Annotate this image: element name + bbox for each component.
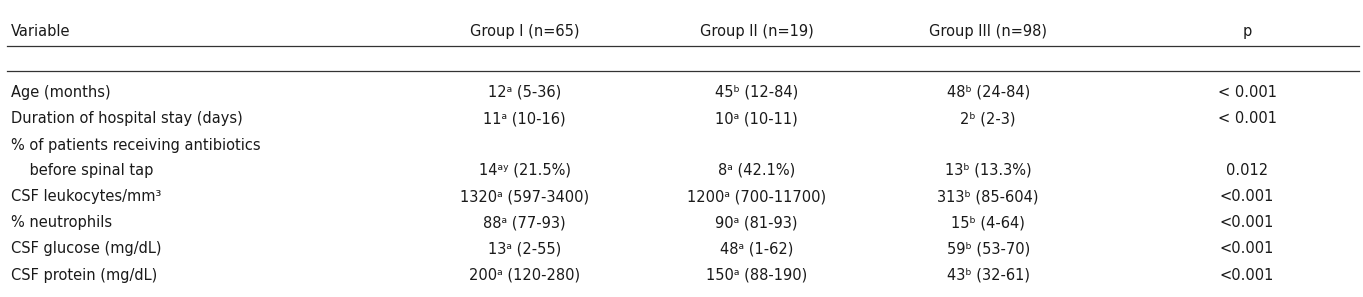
Text: CSF protein (mg/dL): CSF protein (mg/dL) bbox=[11, 268, 157, 283]
Text: 45ᵇ (12-84): 45ᵇ (12-84) bbox=[714, 85, 799, 99]
Text: 150ᵃ (88-190): 150ᵃ (88-190) bbox=[706, 268, 807, 283]
Text: Variable: Variable bbox=[11, 24, 71, 39]
Text: < 0.001: < 0.001 bbox=[1217, 85, 1277, 99]
Text: CSF leukocytes/mm³: CSF leukocytes/mm³ bbox=[11, 189, 161, 204]
Text: 1320ᵃ (597-3400): 1320ᵃ (597-3400) bbox=[461, 189, 589, 204]
Text: 10ᵃ (10-11): 10ᵃ (10-11) bbox=[716, 111, 797, 126]
Text: Group I (n=65): Group I (n=65) bbox=[470, 24, 579, 39]
Text: % of patients receiving antibiotics: % of patients receiving antibiotics bbox=[11, 138, 260, 153]
Text: 11ᵃ (10-16): 11ᵃ (10-16) bbox=[484, 111, 566, 126]
Text: p: p bbox=[1243, 24, 1251, 39]
Text: % neutrophils: % neutrophils bbox=[11, 215, 112, 230]
Text: CSF glucose (mg/dL): CSF glucose (mg/dL) bbox=[11, 241, 161, 256]
Text: 90ᵃ (81-93): 90ᵃ (81-93) bbox=[716, 215, 797, 230]
Text: 8ᵃ (42.1%): 8ᵃ (42.1%) bbox=[718, 163, 795, 178]
Text: 12ᵃ (5-36): 12ᵃ (5-36) bbox=[488, 85, 562, 99]
Text: 13ᵃ (2-55): 13ᵃ (2-55) bbox=[488, 241, 562, 256]
Text: 48ᵃ (1-62): 48ᵃ (1-62) bbox=[720, 241, 793, 256]
Text: <0.001: <0.001 bbox=[1220, 268, 1274, 283]
Text: Duration of hospital stay (days): Duration of hospital stay (days) bbox=[11, 111, 243, 126]
Text: <0.001: <0.001 bbox=[1220, 241, 1274, 256]
Text: 43ᵇ (32-61): 43ᵇ (32-61) bbox=[947, 268, 1029, 283]
Text: 88ᵃ (77-93): 88ᵃ (77-93) bbox=[484, 215, 566, 230]
Text: 200ᵃ (120-280): 200ᵃ (120-280) bbox=[469, 268, 581, 283]
Text: Age (months): Age (months) bbox=[11, 85, 110, 99]
Text: 0.012: 0.012 bbox=[1227, 163, 1268, 178]
Text: 1200ᵃ (700-11700): 1200ᵃ (700-11700) bbox=[687, 189, 826, 204]
Text: Group III (n=98): Group III (n=98) bbox=[930, 24, 1047, 39]
Text: 14ᵃʸ (21.5%): 14ᵃʸ (21.5%) bbox=[478, 163, 571, 178]
Text: 13ᵇ (13.3%): 13ᵇ (13.3%) bbox=[945, 163, 1032, 178]
Text: 59ᵇ (53-70): 59ᵇ (53-70) bbox=[946, 241, 1030, 256]
Text: <0.001: <0.001 bbox=[1220, 189, 1274, 204]
Text: 48ᵇ (24-84): 48ᵇ (24-84) bbox=[946, 85, 1030, 99]
Text: < 0.001: < 0.001 bbox=[1217, 111, 1277, 126]
Text: 15ᵇ (4-64): 15ᵇ (4-64) bbox=[951, 215, 1025, 230]
Text: Group II (n=19): Group II (n=19) bbox=[699, 24, 814, 39]
Text: 2ᵇ (2-3): 2ᵇ (2-3) bbox=[961, 111, 1015, 126]
Text: before spinal tap: before spinal tap bbox=[11, 163, 153, 178]
Text: <0.001: <0.001 bbox=[1220, 215, 1274, 230]
Text: 313ᵇ (85-604): 313ᵇ (85-604) bbox=[938, 189, 1039, 204]
